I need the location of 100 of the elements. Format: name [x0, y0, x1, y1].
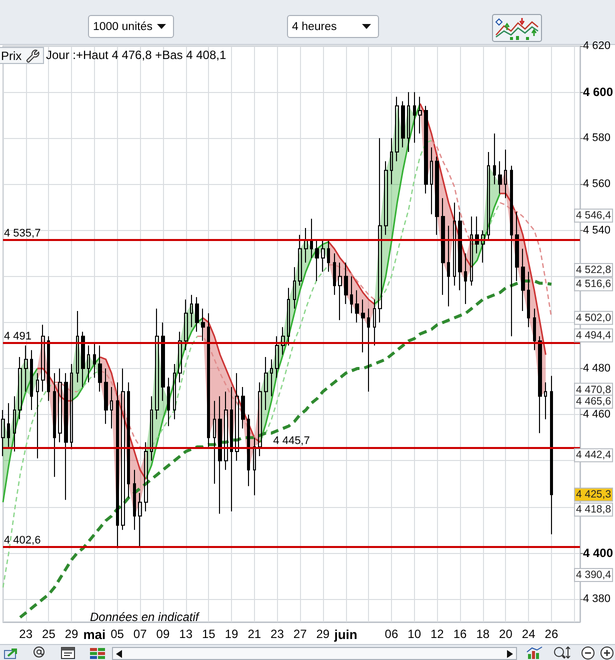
x-tick-label: 13	[179, 627, 193, 641]
candlestick	[350, 276, 353, 314]
candlestick	[333, 252, 336, 296]
candlestick	[173, 363, 176, 420]
y-tick-label: 4 600	[583, 85, 614, 100]
y-tick-label: 4 580	[583, 132, 611, 144]
candlestick	[207, 312, 210, 448]
x-tick-label: 15	[202, 627, 216, 641]
candlestick	[224, 391, 228, 470]
candlestick	[464, 252, 467, 305]
x-tick-label: 16	[453, 627, 468, 641]
candlestick	[121, 368, 125, 530]
y-tick-label: 4 400	[583, 546, 614, 560]
candlestick	[327, 239, 330, 272]
candlestick	[218, 396, 222, 514]
x-tick-label: 18	[476, 627, 490, 641]
x-tick-label: 20	[499, 627, 513, 641]
candlestick	[178, 331, 182, 383]
x-tick-label: 07	[133, 627, 148, 641]
candlestick	[13, 396, 16, 452]
candlestick	[304, 228, 308, 264]
candlestick	[235, 372, 239, 462]
chart-subtitle: Jour :+Haut 4 476,8 +Bas 4 408,1	[46, 48, 226, 62]
candlestick	[298, 234, 302, 286]
candlestick	[195, 296, 199, 332]
ref-line-label: 4 402,6	[4, 534, 41, 546]
candlestick	[458, 211, 462, 291]
candlestick	[201, 308, 205, 342]
candlestick	[361, 298, 365, 353]
candlestick	[338, 262, 342, 321]
y-tick-label: 4 460	[583, 408, 611, 421]
candlestick	[487, 151, 490, 240]
candlestick	[167, 377, 170, 427]
candlestick	[550, 375, 553, 535]
candlestick	[253, 437, 256, 496]
candlestick	[138, 492, 142, 546]
dropdown: 4 heures	[287, 15, 379, 38]
candlestick	[70, 363, 73, 450]
candlestick	[315, 239, 319, 282]
candlestick	[81, 331, 85, 388]
candlestick	[493, 133, 496, 185]
annotation: 4 442,4	[576, 449, 612, 462]
annotation: 4 390,4	[576, 569, 612, 581]
candlestick	[533, 308, 536, 351]
candlestick	[275, 336, 279, 378]
candlestick	[470, 216, 473, 286]
candlestick	[538, 336, 542, 434]
y-tick-label: 4 540	[583, 224, 611, 236]
candlestick	[64, 372, 68, 500]
candlestick	[47, 336, 50, 402]
x-tick-label: 24	[522, 627, 536, 641]
candlestick	[53, 372, 56, 478]
candlestick	[407, 92, 410, 152]
x-tick-label: mai	[83, 627, 106, 642]
y-tick-label: 4 560	[583, 178, 611, 190]
candlestick	[293, 266, 296, 310]
candlestick	[310, 218, 313, 258]
candlestick	[390, 138, 393, 185]
x-tick-label: 10	[408, 627, 422, 641]
candlestick	[184, 298, 188, 351]
candlestick	[510, 165, 513, 337]
ref-line-label: 4 535,7	[4, 228, 41, 240]
ref-line-label: 4 445,7	[273, 435, 310, 448]
candlestick	[41, 324, 45, 392]
candlestick	[481, 230, 485, 264]
y-tick-label: 4 480	[583, 362, 611, 375]
x-tick-label: 27	[293, 627, 308, 641]
x-tick-label: juin	[333, 627, 358, 642]
candlestick	[544, 382, 547, 420]
candlestick	[18, 356, 22, 420]
candlestick	[287, 287, 290, 346]
annotation: 4 522,8	[576, 264, 612, 276]
candlestick	[150, 396, 153, 462]
y-tick-label: 4 620	[583, 40, 611, 52]
candlestick	[98, 345, 102, 392]
x-tick-label: 09	[156, 627, 170, 641]
candlestick	[110, 386, 113, 429]
x-tick-label: 19	[224, 627, 239, 641]
candlestick	[384, 160, 388, 236]
candlestick	[161, 322, 165, 402]
x-tick-label: 26	[544, 627, 558, 641]
chart-title: Prix	[1, 48, 22, 62]
y-tick-label: 4 380	[583, 592, 611, 605]
candlestick	[76, 310, 79, 383]
candlestick	[190, 294, 193, 328]
candlestick	[144, 442, 148, 512]
candlestick	[7, 402, 10, 448]
candlestick	[241, 386, 245, 429]
x-tick-label: 29	[316, 627, 330, 641]
candlestick	[355, 290, 359, 323]
dropdown: 1000 unités	[88, 15, 174, 38]
candlestick	[230, 386, 233, 512]
candlestick	[24, 345, 28, 392]
annotation: 4 516,6	[576, 278, 612, 290]
candlestick	[367, 308, 370, 392]
annotation: 4 425,3	[576, 488, 612, 501]
candlestick	[36, 372, 39, 459]
candlestick	[498, 160, 502, 194]
ref-line-label: 4 491	[4, 330, 32, 343]
candlestick	[453, 202, 456, 286]
